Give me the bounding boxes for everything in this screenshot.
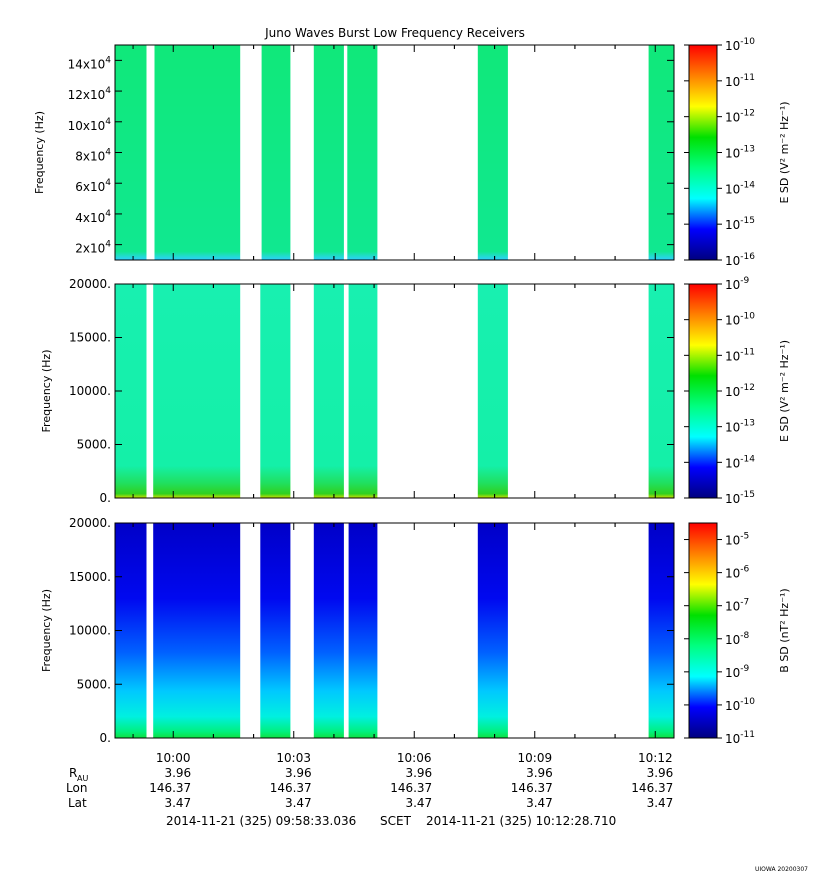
x-tick-label: 10:09 [518, 751, 553, 765]
colorbar [688, 283, 718, 499]
colorbar-tick-label: 10-9 [725, 276, 750, 292]
burst-block [260, 284, 291, 498]
burst-block [153, 284, 241, 498]
y-tick-label: 15000. [69, 331, 111, 345]
colorbar-tick-label: 10-12 [725, 383, 755, 399]
ephemeris-value-r: 3.96 [647, 766, 674, 780]
y-tick-label: 14x104 [68, 55, 112, 71]
colorbar-tick-label: 10-11 [725, 730, 755, 746]
y-tick-label: 2x104 [75, 240, 111, 256]
colorbar-tick-label: 10-10 [725, 37, 755, 53]
credit-stamp: UIOWA 20200307 [755, 866, 808, 873]
ephemeris-value-lon: 146.37 [631, 781, 673, 795]
ephem-label-r: R [69, 766, 77, 780]
ephemeris-labels: R AU Lon Lat [66, 766, 88, 810]
colorbar [688, 44, 718, 261]
burst-block [313, 523, 344, 738]
y-tick-label: 5000. [77, 677, 111, 691]
colorbar-tick-label: 10-13 [725, 145, 755, 161]
ephem-label-lon: Lon [66, 781, 87, 795]
ephemeris-value-lat: 3.47 [164, 796, 191, 810]
burst-block [348, 523, 378, 738]
colorbar-label: E SD (V² m⁻² Hz⁻¹) [778, 101, 791, 203]
footer-start-time: 2014-11-21 (325) 09:58:33.036 [166, 814, 356, 828]
burst-block [347, 45, 378, 260]
ephemeris-value-lat: 3.47 [647, 796, 674, 810]
colorbar-tick-label: 10-15 [725, 490, 755, 506]
colorbar-tick-label: 10-6 [725, 565, 750, 581]
ephemeris-value-lon: 146.37 [511, 781, 553, 795]
x-tick-label: 10:06 [397, 751, 432, 765]
y-axis-label: Frequency (Hz) [40, 589, 53, 672]
burst-block [261, 45, 291, 260]
y-tick-label: 10000. [69, 384, 111, 398]
ephemeris-value-r: 3.96 [526, 766, 553, 780]
burst-block [153, 523, 241, 738]
footer-frame: SCET [380, 814, 412, 828]
ephemeris-value-lon: 146.37 [270, 781, 312, 795]
x-tick-label: 10:00 [156, 751, 191, 765]
y-tick-label: 15000. [69, 570, 111, 584]
ephemeris-value-r: 3.96 [285, 766, 312, 780]
ephemeris-value-lat: 3.47 [285, 796, 312, 810]
panel-2: 0. 5000. 10000. 15000. 20000. Frequency (Hz) 1… [40, 276, 791, 506]
ephemeris-value-lon: 146.37 [149, 781, 191, 795]
colorbar-tick-label: 10-7 [725, 598, 749, 614]
colorbar-tick-label: 10-15 [725, 216, 755, 232]
footer-end-time: 2014-11-21 (325) 10:12:28.710 [426, 814, 616, 828]
ephemeris-value-lon: 146.37 [390, 781, 432, 795]
colorbar-tick-label: 10-5 [725, 532, 749, 548]
y-tick-label: 6x104 [75, 178, 111, 194]
ephemeris-value-r: 3.96 [164, 766, 191, 780]
ephemeris-value-r: 3.96 [405, 766, 432, 780]
burst-block [477, 284, 508, 498]
time-footer: 2014-11-21 (325) 09:58:33.036 SCET 2014-… [166, 814, 616, 828]
y-tick-label: 10000. [69, 624, 111, 638]
x-tick-label: 10:03 [276, 751, 311, 765]
colorbar-tick-label: 10-14 [725, 454, 755, 470]
burst-block [477, 523, 508, 738]
colorbar [688, 522, 718, 739]
colorbar-tick-label: 10-16 [725, 252, 755, 268]
y-axis-label: Frequency (Hz) [40, 350, 53, 433]
y-tick-label: 20000. [69, 516, 111, 530]
colorbar-tick-label: 10-10 [725, 697, 755, 713]
burst-block [154, 45, 241, 260]
colorbar-tick-label: 10-14 [725, 180, 755, 196]
y-tick-label: 10x104 [68, 117, 112, 133]
y-tick-label: 12x104 [68, 86, 112, 102]
x-tick-label: 10:12 [638, 751, 673, 765]
y-axis-label: Frequency (Hz) [33, 111, 46, 194]
colorbar-tick-label: 10-11 [725, 73, 755, 89]
colorbar-tick-label: 10-9 [725, 664, 750, 680]
panel-1: 2x104 4x104 6x104 8x104 10x104 12x104 14x104 Fr… [33, 37, 791, 268]
y-tick-label: 5000. [77, 438, 111, 452]
colorbar-label: E SD (V² m⁻² Hz⁻¹) [778, 340, 791, 442]
burst-block [313, 284, 344, 498]
panel-3: 0. 5000. 10000. 15000. 20000. Frequency (Hz) 1… [40, 516, 791, 746]
figure-title: Juno Waves Burst Low Frequency Receivers [264, 26, 525, 40]
ephemeris-value-lat: 3.47 [526, 796, 553, 810]
colorbar-tick-label: 10-13 [725, 419, 755, 435]
colorbar-label: B SD (nT² Hz⁻¹) [778, 588, 791, 672]
y-tick-label: 0. [100, 491, 111, 505]
ephem-label-r-sub: AU [77, 774, 88, 783]
colorbar-tick-label: 10-11 [725, 347, 755, 363]
y-tick-label: 0. [100, 731, 111, 745]
colorbar-tick-label: 10-10 [725, 312, 755, 328]
burst-block [477, 45, 508, 260]
panels-group: 2x104 4x104 6x104 8x104 10x104 12x104 14x104 Fr… [33, 37, 791, 765]
colorbar-tick-label: 10-8 [725, 631, 750, 647]
colorbar-tick-label: 10-12 [725, 109, 755, 125]
burst-block [260, 523, 291, 738]
y-tick-label: 4x104 [75, 209, 111, 225]
burst-block [313, 45, 344, 260]
ephemeris-value-lat: 3.47 [405, 796, 432, 810]
y-tick-label: 20000. [69, 277, 111, 291]
burst-block [348, 284, 378, 498]
y-tick-label: 8x104 [75, 148, 111, 164]
ephem-label-lat: Lat [68, 796, 87, 810]
